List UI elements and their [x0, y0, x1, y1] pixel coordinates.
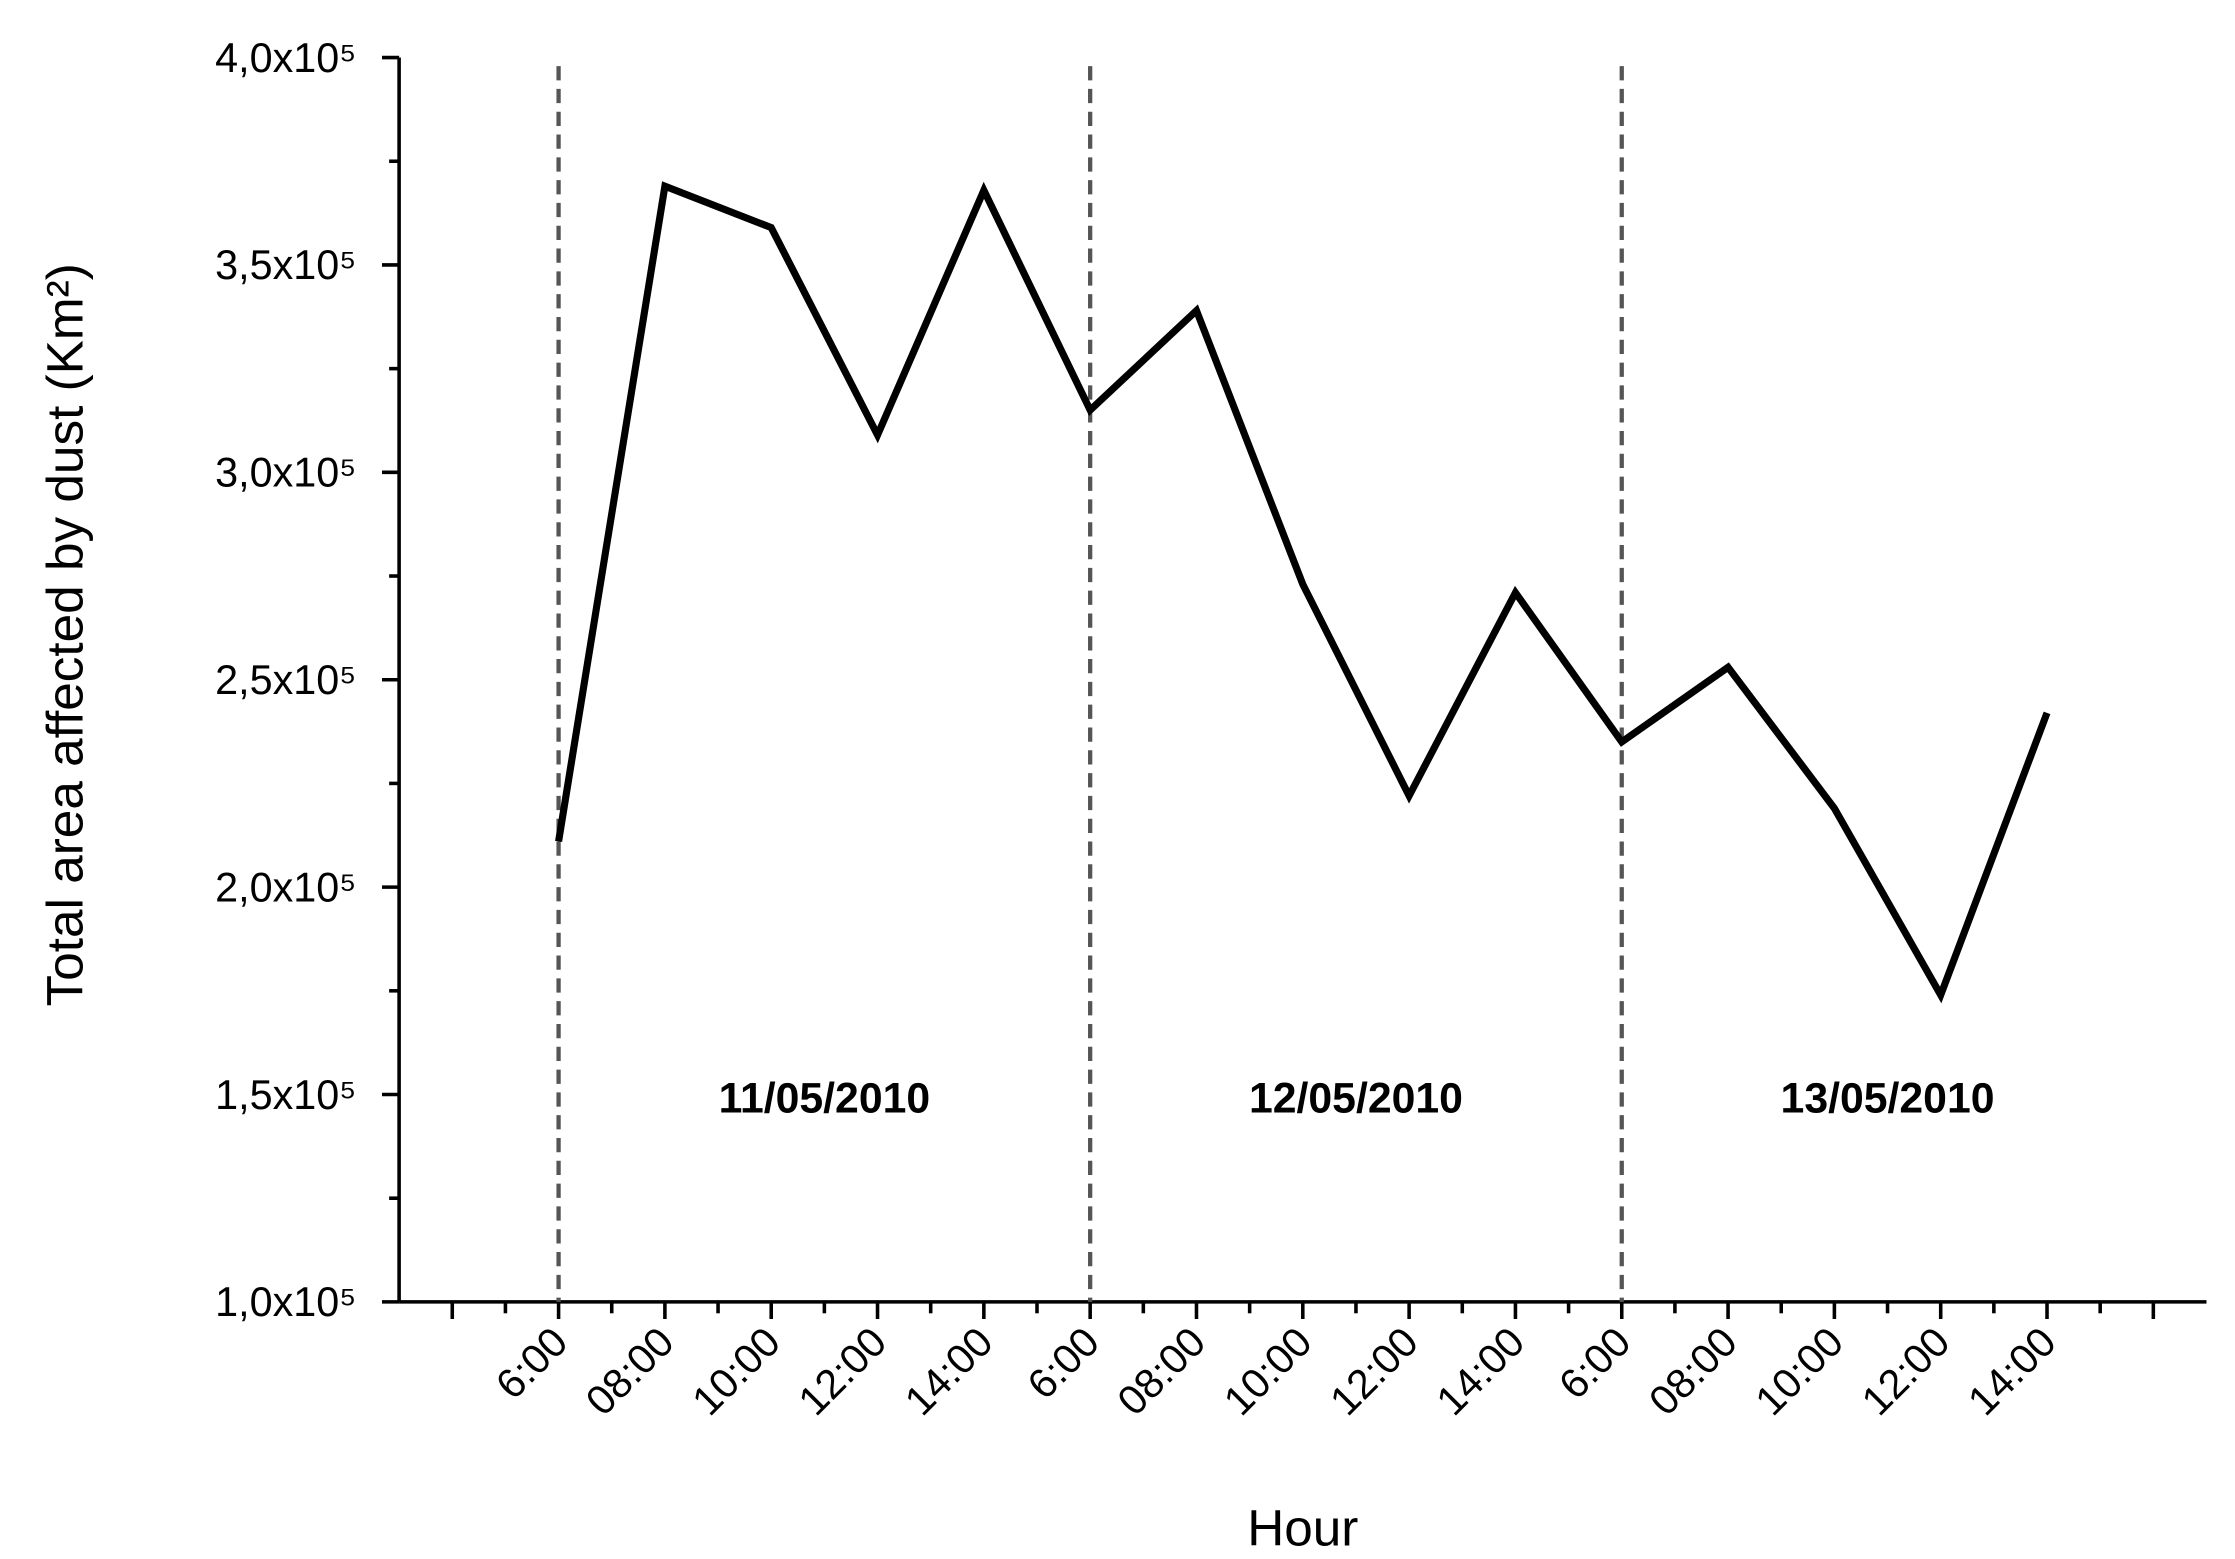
y-tick-label: 1,5x10⁵	[215, 1072, 356, 1118]
x-tick-label: 14:00	[1428, 1319, 1534, 1425]
period-label: 12/05/2010	[1249, 1074, 1463, 1122]
y-tick-label: 2,5x10⁵	[215, 657, 356, 703]
x-tick-label: 6:00	[1550, 1319, 1639, 1408]
x-tick-label: 6:00	[1019, 1319, 1108, 1408]
x-tick-label: 6:00	[487, 1319, 576, 1408]
x-tick-label: 14:00	[896, 1319, 1002, 1425]
period-label: 11/05/2010	[719, 1074, 931, 1122]
x-axis-title: Hour	[1247, 1500, 1358, 1557]
x-tick-label: 10:00	[1215, 1319, 1321, 1425]
y-tick-label: 2,0x10⁵	[215, 864, 356, 910]
data-line	[555, 181, 2051, 1004]
x-tick-label: 08:00	[1109, 1319, 1215, 1425]
x-tick-label: 08:00	[577, 1319, 683, 1425]
x-tick-label: 12:00	[1321, 1319, 1427, 1425]
y-axis-title: Total area affected by dust (Km²)	[37, 263, 94, 1006]
x-tick-label: 10:00	[683, 1319, 789, 1425]
x-tick-label: 14:00	[1959, 1319, 2065, 1425]
y-tick-label: 1,0x10⁵	[215, 1279, 356, 1325]
y-tick-label: 3,5x10⁵	[215, 242, 356, 288]
y-tick-label: 4,0x10⁵	[215, 35, 356, 81]
x-tick-label: 08:00	[1640, 1319, 1746, 1425]
y-tick-label: 3,0x10⁵	[215, 450, 356, 496]
x-tick-label: 10:00	[1746, 1319, 1852, 1425]
x-tick-label: 12:00	[790, 1319, 896, 1425]
x-tick-label: 12:00	[1853, 1319, 1959, 1425]
period-label: 13/05/2010	[1781, 1074, 1995, 1122]
